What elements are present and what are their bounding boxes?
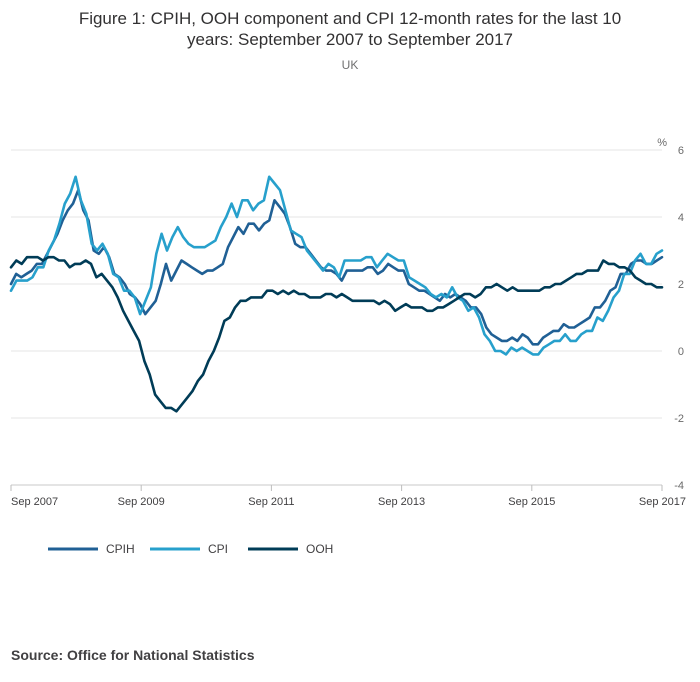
x-tick-label: Sep 2007: [11, 496, 58, 508]
source-note: Source: Office for National Statistics: [11, 647, 255, 663]
x-tick-label: Sep 2017: [639, 496, 686, 508]
y-tick-label: 0: [678, 346, 684, 358]
x-tick-label: Sep 2009: [118, 496, 165, 508]
series-line-cpi: [9, 175, 664, 356]
legend-label-cpi: CPI: [208, 542, 228, 556]
y-tick-label: -4: [674, 480, 684, 492]
legend-label-cpih: CPIH: [106, 542, 135, 556]
chart-title-line-2: years: September 2007 to September 2017: [186, 30, 514, 49]
series-line-cpih: [9, 188, 664, 346]
chart-subtitle: UK: [341, 58, 359, 72]
chart-title: Figure 1: CPIH, OOH component and CPI 12…: [20, 8, 680, 50]
chart-title-line-1: Figure 1: CPIH, OOH component and CPI 12…: [78, 9, 622, 28]
legend-label-ooh: OOH: [306, 542, 333, 556]
series-line-ooh: [9, 255, 664, 413]
y-tick-label: 4: [678, 212, 684, 224]
x-tick-label: Sep 2013: [378, 496, 425, 508]
line-chart: 6 4 2 0 -2 -4% Sep 2007 Sep 2009 Sep 2011 Sep 201…: [9, 137, 686, 556]
y-tick-label: 2: [678, 279, 684, 291]
y-tick-label: 6: [678, 145, 684, 157]
y-axis-label: %: [657, 137, 667, 149]
x-tick-label: Sep 2015: [508, 496, 555, 508]
x-tick-label: Sep 2011: [248, 496, 294, 508]
y-tick-label: -2: [674, 413, 684, 425]
